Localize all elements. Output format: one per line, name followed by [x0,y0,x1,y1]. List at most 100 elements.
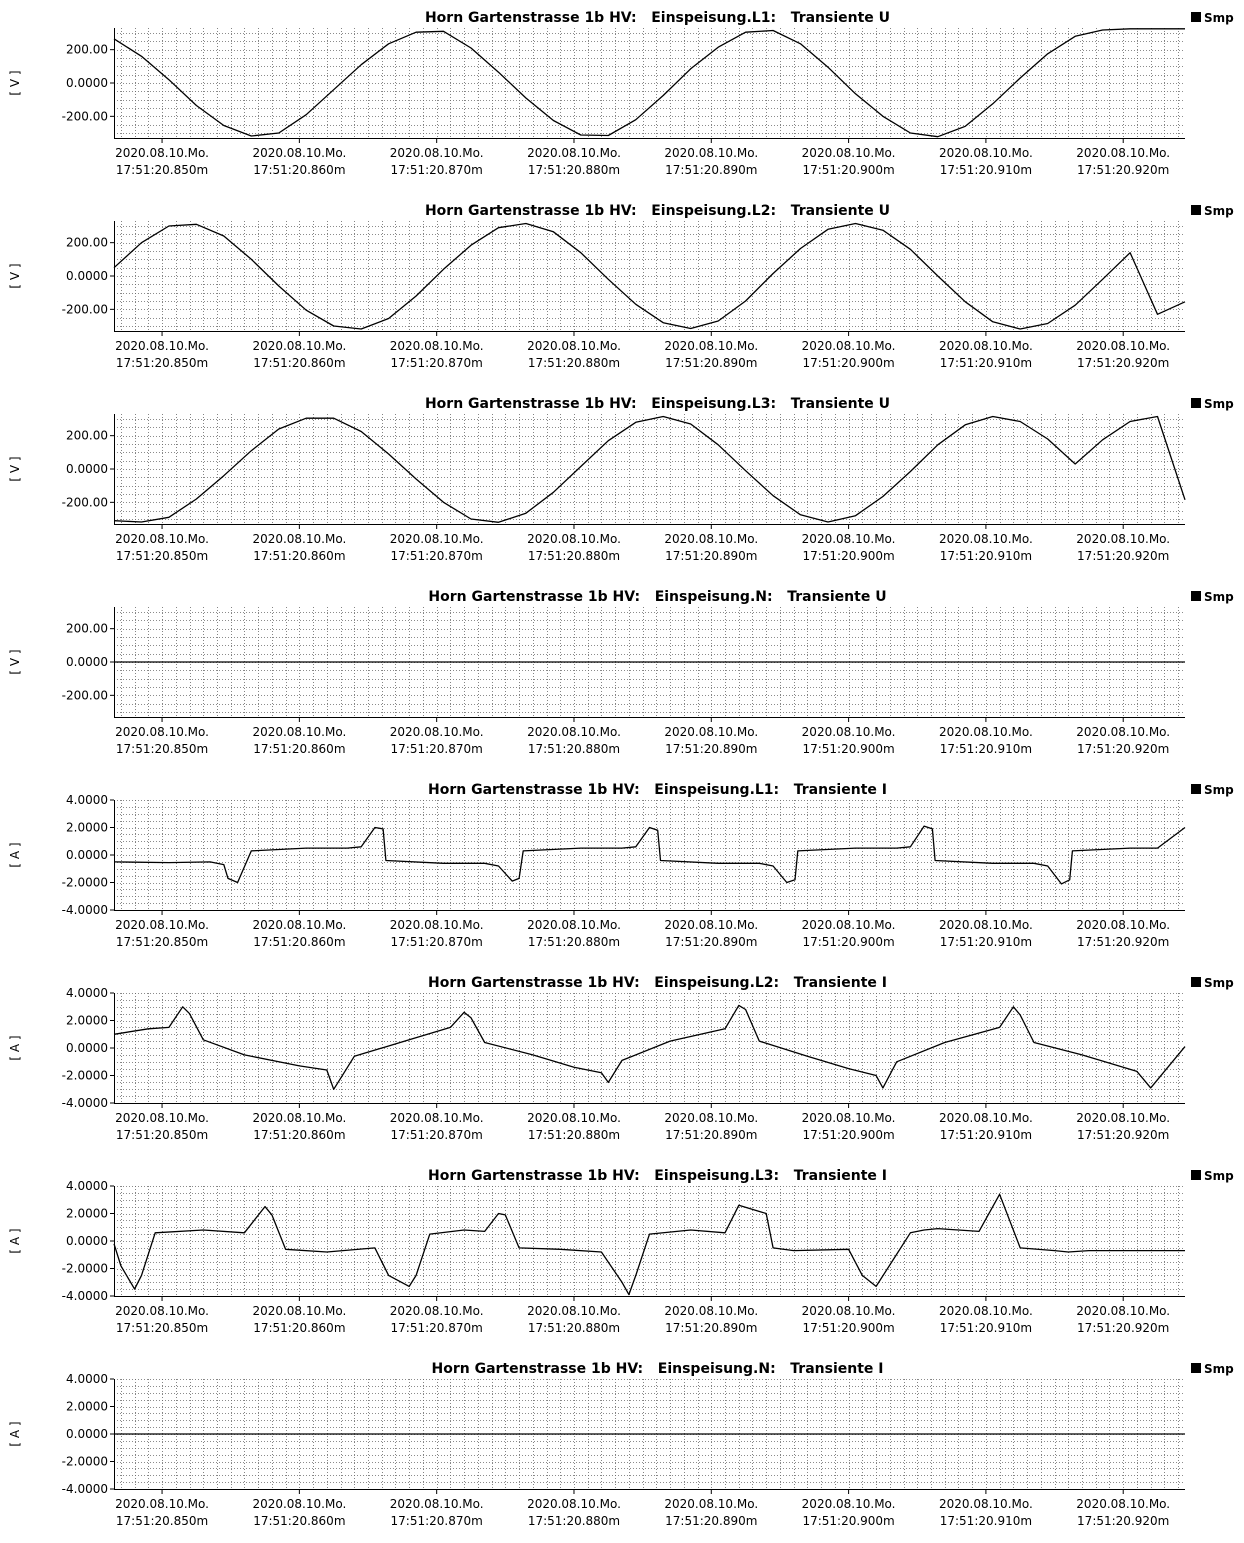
x-tick-date: 2020.08.10.Mo. [802,532,896,546]
x-tick-date: 2020.08.10.Mo. [802,918,896,932]
x-tick-date: 2020.08.10.Mo. [115,146,209,160]
chart-title: Horn Gartenstrasse 1b HV: Einspeisung.L1… [428,782,887,798]
x-tick-time: 17:51:20.920m [1077,549,1169,563]
x-tick-date: 2020.08.10.Mo. [252,1304,346,1318]
chart-title: Horn Gartenstrasse 1b HV: Einspeisung.L1… [425,10,890,26]
x-tick-time: 17:51:20.910m [940,356,1032,370]
legend-label: Smp [1204,397,1234,411]
x-tick-date: 2020.08.10.Mo. [939,532,1033,546]
x-tick-date: 2020.08.10.Mo. [390,1111,484,1125]
x-tick-date: 2020.08.10.Mo. [252,1111,346,1125]
plot-area [114,993,1185,1103]
series-line [113,1004,1186,1090]
chart-panel-2: 200.00 0.0000 -200.00 2020.08.10.Mo. 17:51:2… [8,203,1234,370]
x-tick-time: 17:51:20.890m [665,549,757,563]
x-tick-time: 17:51:20.880m [528,163,620,177]
x-tick-time: 17:51:20.880m [528,935,620,949]
y-tick-label: 4.0000 [66,793,108,807]
x-tick-time: 17:51:20.890m [665,356,757,370]
x-tick-date: 2020.08.10.Mo. [802,725,896,739]
chart-title: Horn Gartenstrasse 1b HV: Einspeisung.L3… [428,1168,887,1184]
x-tick-date: 2020.08.10.Mo. [390,146,484,160]
x-tick-time: 17:51:20.870m [391,1321,483,1335]
y-axis-unit: [ V ] [8,70,22,95]
x-tick-date: 2020.08.10.Mo. [939,1304,1033,1318]
x-tick-date: 2020.08.10.Mo. [664,532,758,546]
chart-title: Horn Gartenstrasse 1b HV: Einspeisung.L2… [425,203,890,219]
x-tick-date: 2020.08.10.Mo. [390,1304,484,1318]
y-tick-label: -4.0000 [62,1096,108,1110]
x-tick-time: 17:51:20.890m [665,1128,757,1142]
x-tick-time: 17:51:20.900m [802,1321,894,1335]
x-tick-time: 17:51:20.900m [802,163,894,177]
x-tick-time: 17:51:20.900m [802,1514,894,1528]
x-tick-date: 2020.08.10.Mo. [527,1497,621,1511]
y-tick-label: 0.0000 [66,1427,108,1441]
x-tick-date: 2020.08.10.Mo. [527,532,621,546]
x-tick-time: 17:51:20.880m [528,742,620,756]
x-tick-date: 2020.08.10.Mo. [664,725,758,739]
chart-panel-5: 4.0000 2.0000 0.0000 -2.0000 -4.0000 2020.08.… [8,782,1234,949]
y-tick-label: 2.0000 [66,1014,108,1028]
y-tick-label: -2.0000 [62,876,108,890]
x-tick-date: 2020.08.10.Mo. [802,1304,896,1318]
chart-title: Horn Gartenstrasse 1b HV: Einspeisung.L3… [425,396,890,412]
x-tick-time: 17:51:20.850m [116,1321,208,1335]
y-tick-label: 0.0000 [66,1041,108,1055]
x-tick-time: 17:51:20.880m [528,1514,620,1528]
x-tick-time: 17:51:20.850m [116,356,208,370]
y-tick-label: -200.00 [62,302,108,316]
grid [114,1186,1185,1297]
y-tick-label: 0.0000 [66,655,108,669]
x-tick-date: 2020.08.10.Mo. [664,146,758,160]
x-tick-date: 2020.08.10.Mo. [664,1111,758,1125]
x-tick-time: 17:51:20.920m [1077,356,1169,370]
y-tick-label: 0.0000 [66,1234,108,1248]
legend-swatch [1191,591,1201,601]
x-tick-date: 2020.08.10.Mo. [1076,1111,1170,1125]
x-tick-time: 17:51:20.870m [391,356,483,370]
x-tick-date: 2020.08.10.Mo. [115,339,209,353]
x-tick-date: 2020.08.10.Mo. [115,918,209,932]
chart-panel-7: 4.0000 2.0000 0.0000 -2.0000 -4.0000 2020.08.… [8,1168,1234,1335]
x-tick-date: 2020.08.10.Mo. [390,918,484,932]
y-tick-label: 4.0000 [66,1179,108,1193]
x-tick-time: 17:51:20.900m [802,549,894,563]
y-tick-label: 200.00 [66,43,108,57]
x-tick-date: 2020.08.10.Mo. [802,146,896,160]
x-tick-date: 2020.08.10.Mo. [252,339,346,353]
x-tick-time: 17:51:20.920m [1077,742,1169,756]
x-tick-time: 17:51:20.860m [253,163,345,177]
x-tick-time: 17:51:20.910m [940,1128,1032,1142]
y-tick-label: 200.00 [66,236,108,250]
x-tick-time: 17:51:20.880m [528,356,620,370]
x-tick-time: 17:51:20.920m [1077,1514,1169,1528]
chart-title: Horn Gartenstrasse 1b HV: Einspeisung.N:… [432,1361,884,1377]
x-tick-time: 17:51:20.900m [802,935,894,949]
x-tick-date: 2020.08.10.Mo. [939,146,1033,160]
x-tick-time: 17:51:20.870m [391,549,483,563]
x-tick-time: 17:51:20.890m [665,163,757,177]
x-tick-time: 17:51:20.910m [940,742,1032,756]
legend-swatch [1191,784,1201,794]
legend-swatch [1191,1170,1201,1180]
y-axis-unit: [ A ] [8,1228,22,1253]
x-tick-time: 17:51:20.860m [253,1128,345,1142]
legend-swatch [1191,1363,1201,1373]
x-tick-date: 2020.08.10.Mo. [252,146,346,160]
x-tick-date: 2020.08.10.Mo. [1076,532,1170,546]
grid [114,221,1185,331]
x-tick-date: 2020.08.10.Mo. [527,1111,621,1125]
legend-label: Smp [1204,590,1234,604]
x-tick-date: 2020.08.10.Mo. [1076,1497,1170,1511]
x-tick-time: 17:51:20.870m [391,1514,483,1528]
y-tick-label: -4.0000 [62,903,108,917]
x-tick-date: 2020.08.10.Mo. [527,918,621,932]
x-tick-time: 17:51:20.860m [253,742,345,756]
y-tick-label: -4.0000 [62,1289,108,1303]
x-tick-date: 2020.08.10.Mo. [252,725,346,739]
series-line [113,28,1185,138]
y-tick-label: -200.00 [62,688,108,702]
x-tick-date: 2020.08.10.Mo. [939,1497,1033,1511]
